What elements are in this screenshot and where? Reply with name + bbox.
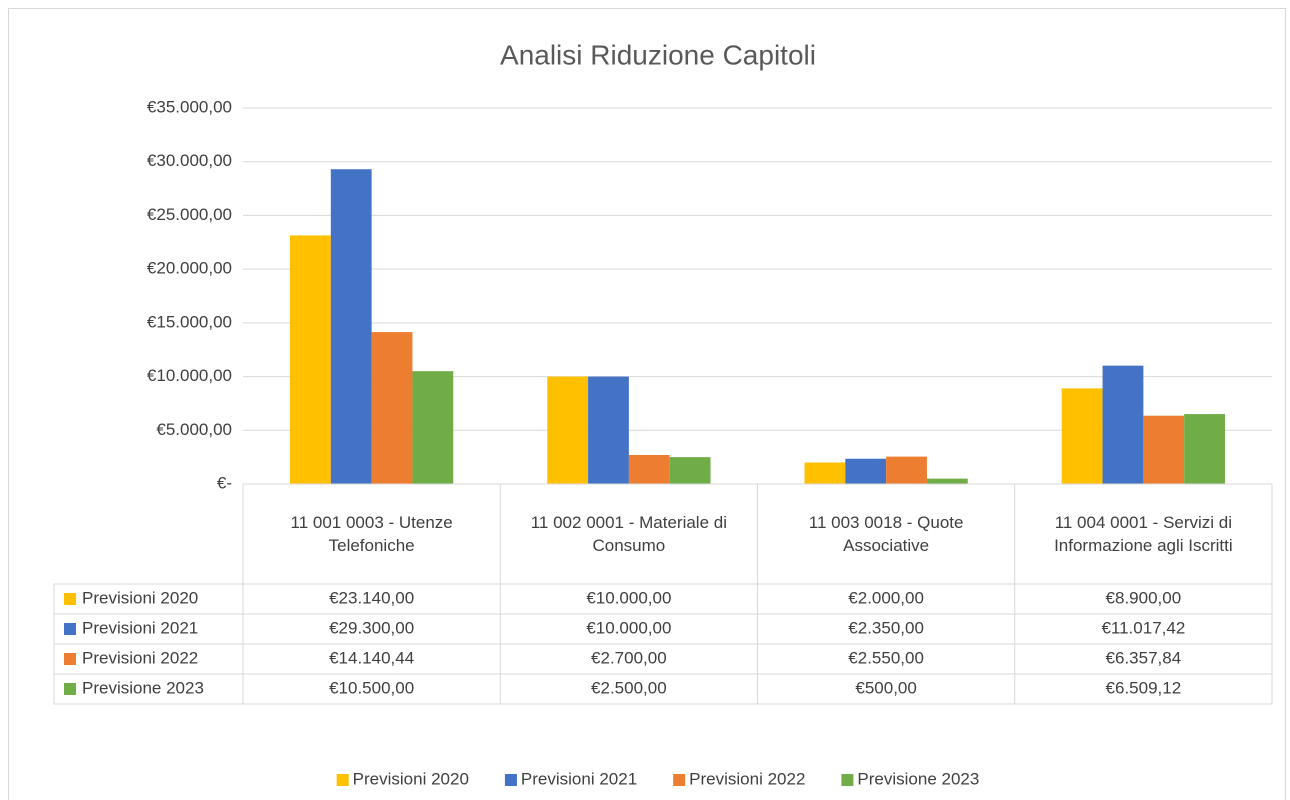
legend-key (673, 774, 686, 786)
data-label: €500,00 (855, 678, 916, 697)
data-label: €10.000,00 (586, 618, 671, 637)
y-tick-label: €5.000,00 (156, 420, 232, 439)
category-cell: 11 002 0001 - Materiale di Consumo (530, 513, 727, 555)
y-tick-label: €- (217, 473, 232, 492)
bar (1184, 414, 1225, 484)
data-label: €29.300,00 (329, 618, 414, 637)
legend-label: Previsione 2023 (857, 769, 979, 788)
category-cell: 11 001 0003 - Utenze Telefoniche (290, 513, 453, 555)
legend-label: Previsioni 2022 (689, 769, 805, 788)
bar (412, 371, 454, 484)
bar (371, 332, 413, 484)
x-tick-label: 11 002 0001 - Materiale di Consumo (530, 513, 727, 555)
y-tick-label: €35.000,00 (147, 97, 232, 116)
y-tick-label: €10.000,00 (147, 366, 232, 385)
table-row-label: Previsioni 2020 (82, 588, 198, 607)
legend-label: Previsioni 2020 (353, 769, 469, 788)
data-label: €10.000,00 (586, 588, 671, 607)
data-label: €14.140,44 (329, 648, 414, 667)
data-label: €11.017,42 (1101, 618, 1185, 637)
data-label: €2.700,00 (591, 648, 667, 667)
data-label: €6.509,12 (1106, 678, 1182, 697)
bar (588, 376, 629, 484)
legend-key (841, 774, 854, 786)
legend-key (64, 623, 76, 635)
legend-label: Previsioni 2021 (521, 769, 637, 788)
legend-key (64, 593, 76, 605)
x-tick-label: 11 003 0018 - Quote Associative (808, 513, 964, 555)
chart-title: Analisi Riduzione Capitoli (500, 39, 816, 70)
y-tick-label: €15.000,00 (147, 312, 232, 331)
data-label: €2.000,00 (848, 588, 924, 607)
legend-key (64, 683, 76, 695)
legend-key (336, 774, 349, 786)
y-tick-label: €25.000,00 (147, 205, 232, 224)
table-row-label: Previsioni 2021 (82, 618, 198, 637)
legend-key (504, 774, 517, 786)
table-row-label: Previsione 2023 (82, 678, 204, 697)
bar (1102, 365, 1144, 484)
bar (1061, 388, 1103, 484)
bar (1143, 415, 1185, 484)
bar (628, 454, 670, 484)
data-label: €2.350,00 (848, 618, 924, 637)
bar (330, 169, 372, 484)
bar (547, 376, 589, 484)
data-label: €2.550,00 (848, 648, 924, 667)
y-tick-label: €30.000,00 (147, 151, 232, 170)
x-tick-label: 11 004 0001 - Servizi di Informazione ag… (1054, 513, 1233, 555)
bar (669, 457, 711, 484)
data-label: €8.900,00 (1106, 588, 1182, 607)
x-tick-label: 11 001 0003 - Utenze Telefoniche (290, 513, 453, 555)
table-row-label: Previsioni 2022 (82, 648, 198, 667)
bar (926, 478, 968, 484)
data-label: €10.500,00 (329, 678, 414, 697)
category-cell: 11 004 0001 - Servizi di Informazione ag… (1054, 513, 1233, 555)
category-cell: 11 003 0018 - Quote Associative (808, 513, 964, 555)
legend-key (64, 653, 76, 665)
bar (845, 458, 887, 484)
y-tick-label: €20.000,00 (147, 259, 232, 278)
bar (886, 456, 927, 484)
data-label: €2.500,00 (591, 678, 667, 697)
data-label: €23.140,00 (329, 588, 414, 607)
bar (290, 235, 331, 484)
data-label: €6.357,84 (1106, 648, 1182, 667)
bar (804, 462, 846, 484)
